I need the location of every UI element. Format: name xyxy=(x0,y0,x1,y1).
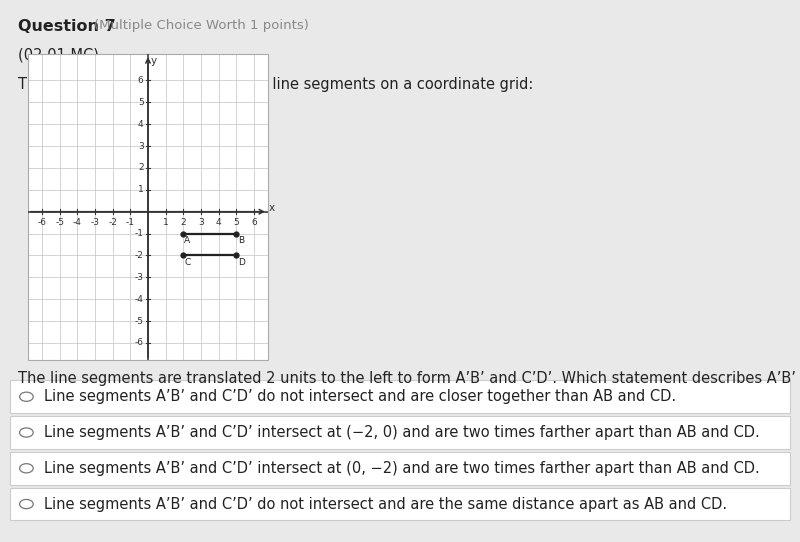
Text: Line segments A’B’ and C’D’ do not intersect and are the same distance apart as : Line segments A’B’ and C’D’ do not inter… xyxy=(44,496,727,512)
Text: Line segments A’B’ and C’D’ do not intersect and are closer together than AB and: Line segments A’B’ and C’D’ do not inter… xyxy=(44,389,676,404)
Text: 6: 6 xyxy=(138,76,143,85)
Text: -1: -1 xyxy=(126,218,135,227)
Text: -3: -3 xyxy=(134,273,143,282)
Text: -5: -5 xyxy=(55,218,64,227)
Text: 1: 1 xyxy=(162,218,169,227)
Text: 6: 6 xyxy=(251,218,257,227)
Text: -4: -4 xyxy=(134,295,143,304)
Text: Line segments A’B’ and C’D’ intersect at (0, −2) and are two times farther apart: Line segments A’B’ and C’D’ intersect at… xyxy=(44,461,760,476)
FancyBboxPatch shape xyxy=(10,416,790,449)
Text: 1: 1 xyxy=(138,185,143,195)
Text: (02.01 MC): (02.01 MC) xyxy=(18,47,98,62)
Text: 4: 4 xyxy=(216,218,222,227)
Text: -6: -6 xyxy=(134,338,143,347)
Text: -2: -2 xyxy=(108,218,117,227)
Text: B: B xyxy=(238,236,244,245)
FancyBboxPatch shape xyxy=(10,488,790,520)
Text: 3: 3 xyxy=(198,218,204,227)
Text: -2: -2 xyxy=(134,251,143,260)
Text: -3: -3 xyxy=(90,218,99,227)
Text: A: A xyxy=(184,236,190,245)
FancyBboxPatch shape xyxy=(10,380,790,413)
Text: 2: 2 xyxy=(181,218,186,227)
Text: Line segments A’B’ and C’D’ intersect at (−2, 0) and are two times farther apart: Line segments A’B’ and C’D’ intersect at… xyxy=(44,425,760,440)
Text: -4: -4 xyxy=(73,218,82,227)
Text: C: C xyxy=(184,258,190,267)
Text: The line segments are translated 2 units to the left to form A’B’ and C’D’. Whic: The line segments are translated 2 units… xyxy=(18,371,800,386)
Text: -6: -6 xyxy=(38,218,46,227)
Text: -5: -5 xyxy=(134,317,143,326)
Text: 3: 3 xyxy=(138,141,143,151)
Text: D: D xyxy=(238,258,245,267)
Text: The figure shows a pair of parallel line segments on a coordinate grid:: The figure shows a pair of parallel line… xyxy=(18,77,533,92)
Text: x: x xyxy=(269,203,275,214)
Text: (Multiple Choice Worth 1 points): (Multiple Choice Worth 1 points) xyxy=(94,19,310,32)
Text: Question 7: Question 7 xyxy=(18,19,115,34)
Text: 4: 4 xyxy=(138,120,143,128)
Text: y: y xyxy=(150,56,157,66)
Text: 5: 5 xyxy=(138,98,143,107)
FancyBboxPatch shape xyxy=(10,452,790,485)
Text: 2: 2 xyxy=(138,164,143,172)
Text: 5: 5 xyxy=(234,218,239,227)
Text: -1: -1 xyxy=(134,229,143,238)
